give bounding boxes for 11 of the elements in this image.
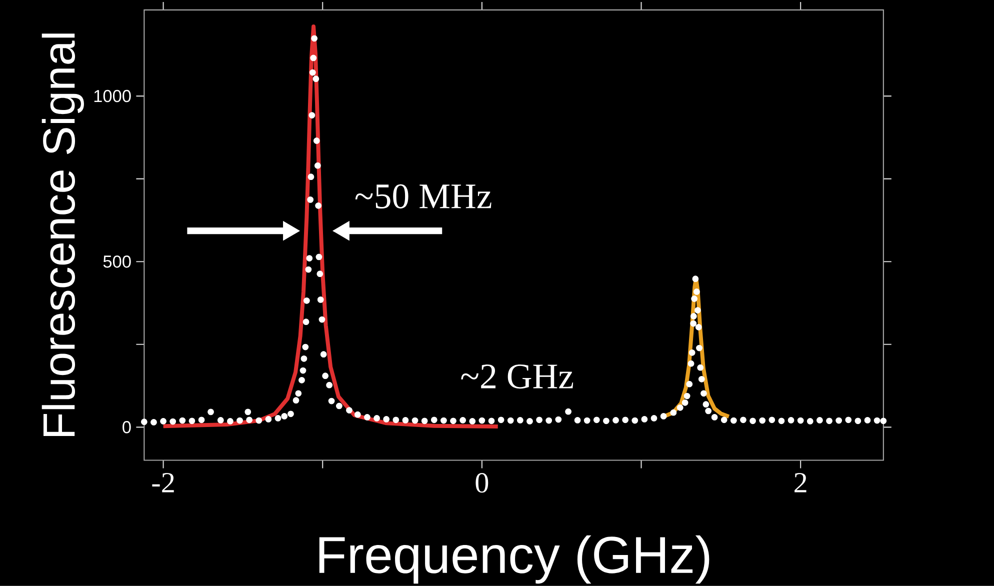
- y-axis-title: Fluorescence Signal: [42, 34, 84, 436]
- annotation: ~50 MHz: [355, 184, 492, 209]
- annotation: ~2 GHz: [461, 364, 574, 389]
- x-axis-title: Frequency (GHz): [319, 535, 710, 584]
- line-series: [161, 24, 500, 429]
- y-tick-label: 0: [122, 421, 131, 434]
- y-tick-label: 1000: [94, 90, 131, 102]
- x-tick-label: 2: [794, 473, 806, 492]
- x-tick-label: 0: [476, 473, 488, 493]
- x-tick-label: -2: [152, 473, 174, 492]
- y-tick-label: 500: [103, 256, 131, 268]
